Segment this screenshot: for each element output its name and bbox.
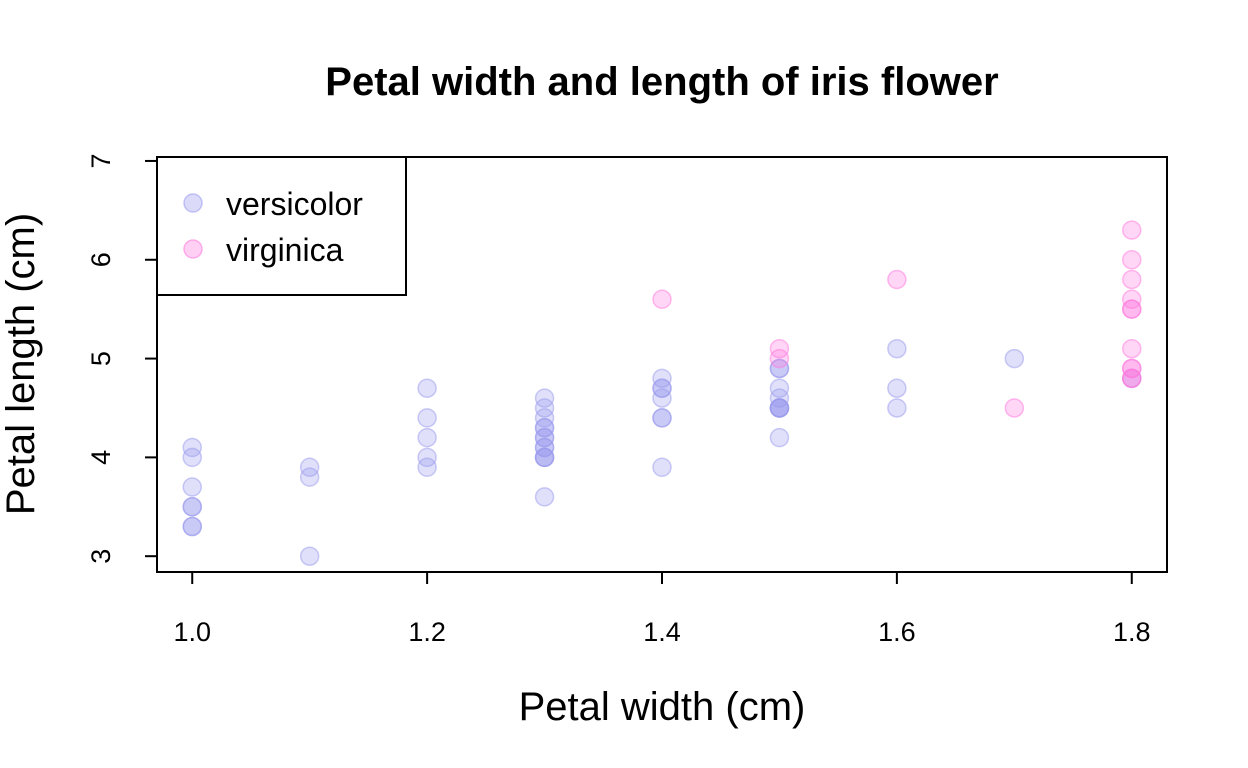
point-versicolor xyxy=(534,447,555,468)
point-versicolor xyxy=(887,338,907,359)
point-virginica xyxy=(887,269,907,290)
legend-box xyxy=(156,156,407,296)
legend: versicolor virginica xyxy=(156,156,407,296)
point-virginica xyxy=(1122,368,1142,389)
x-tick-label: 1.4 xyxy=(643,617,681,647)
point-versicolor xyxy=(417,408,437,428)
y-tick-label: 3 xyxy=(86,549,116,564)
point-versicolor xyxy=(534,417,555,438)
point-versicolor xyxy=(534,408,555,428)
y-axis-label: Petal length (cm) xyxy=(0,213,43,515)
legend-marker-virginica xyxy=(183,239,203,259)
point-versicolor xyxy=(534,398,555,418)
legend-label-virginica: virginica xyxy=(226,232,344,268)
point-virginica xyxy=(1122,358,1142,379)
point-versicolor xyxy=(417,427,437,448)
y-tick-label: 6 xyxy=(86,252,116,267)
point-virginica xyxy=(769,338,790,359)
point-versicolor xyxy=(1004,348,1025,369)
point-versicolor xyxy=(182,477,202,497)
x-axis-label: Petal width (cm) xyxy=(519,685,806,729)
point-virginica xyxy=(1122,299,1142,319)
point-versicolor xyxy=(534,437,555,458)
point-versicolor xyxy=(652,388,672,408)
point-versicolor xyxy=(182,516,202,537)
x-axis: 1.0 1.2 1.4 1.6 1.8 xyxy=(173,572,1151,647)
x-tick-label: 1.8 xyxy=(1113,617,1151,647)
point-versicolor xyxy=(417,457,437,478)
y-tick-label: 7 xyxy=(86,153,116,168)
point-virginica xyxy=(1122,220,1142,240)
point-virginica xyxy=(652,289,672,310)
point-versicolor xyxy=(652,378,672,398)
point-versicolor xyxy=(182,497,202,517)
point-versicolor xyxy=(534,427,555,448)
point-versicolor xyxy=(182,447,202,468)
point-versicolor xyxy=(769,388,790,408)
point-versicolor xyxy=(299,546,320,566)
point-virginica xyxy=(1122,250,1142,270)
y-tick-label: 5 xyxy=(86,351,116,366)
point-versicolor xyxy=(769,398,790,418)
point-versicolor xyxy=(182,437,202,458)
legend-marker-versicolor xyxy=(183,193,203,213)
point-virginica xyxy=(769,348,790,369)
point-virginica xyxy=(1122,289,1142,310)
point-versicolor xyxy=(417,447,437,468)
point-versicolor xyxy=(652,457,672,478)
chart-title: Petal width and length of iris flower xyxy=(325,60,998,104)
x-tick-label: 1.6 xyxy=(878,617,916,647)
point-virginica xyxy=(1122,338,1142,359)
point-versicolor xyxy=(652,408,672,428)
x-tick-label: 1.0 xyxy=(173,617,211,647)
point-versicolor xyxy=(534,388,555,408)
x-tick-label: 1.2 xyxy=(408,617,446,647)
point-versicolor xyxy=(769,378,790,398)
point-versicolor xyxy=(534,487,555,507)
y-axis: 3 4 5 6 7 xyxy=(86,153,157,564)
point-versicolor xyxy=(887,378,907,398)
point-virginica xyxy=(1004,398,1025,418)
point-versicolor xyxy=(769,358,790,379)
point-virginica xyxy=(1122,269,1142,290)
point-versicolor xyxy=(299,457,320,478)
point-versicolor xyxy=(299,467,320,487)
y-tick-label: 4 xyxy=(86,450,116,465)
legend-label-versicolor: versicolor xyxy=(226,186,363,222)
point-versicolor xyxy=(652,368,672,389)
points-layer xyxy=(182,220,1142,566)
point-versicolor xyxy=(887,398,907,418)
point-versicolor xyxy=(417,378,437,398)
point-versicolor xyxy=(769,427,790,448)
